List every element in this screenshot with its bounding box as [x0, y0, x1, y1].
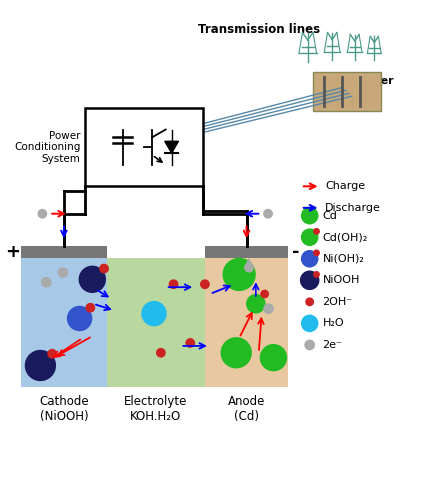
Circle shape	[263, 209, 272, 219]
Circle shape	[305, 297, 313, 306]
Text: -: -	[292, 243, 299, 261]
Bar	[312, 72, 380, 111]
Circle shape	[67, 306, 92, 331]
Text: Cd(OH)₂: Cd(OH)₂	[322, 232, 367, 242]
Circle shape	[243, 263, 253, 272]
Text: Electrolyte
KOH.H₂O: Electrolyte KOH.H₂O	[124, 395, 187, 423]
Circle shape	[57, 267, 68, 278]
Text: Transmission lines: Transmission lines	[197, 23, 319, 36]
Text: Anode
(Cd): Anode (Cd)	[227, 395, 265, 423]
Circle shape	[312, 228, 319, 235]
Circle shape	[99, 264, 108, 273]
Text: Power
Conditioning
System: Power Conditioning System	[14, 131, 80, 164]
Text: NiOOH: NiOOH	[322, 275, 359, 285]
Circle shape	[79, 266, 106, 293]
Text: +: +	[6, 243, 20, 261]
Text: Discharge: Discharge	[325, 203, 380, 213]
Text: Charge: Charge	[325, 181, 365, 191]
Circle shape	[300, 250, 318, 268]
Circle shape	[25, 350, 56, 381]
Text: Ni(OH)₂: Ni(OH)₂	[322, 254, 363, 264]
Bar	[21, 246, 107, 258]
Circle shape	[220, 337, 251, 368]
Circle shape	[299, 270, 319, 290]
Bar	[107, 258, 204, 387]
Circle shape	[85, 303, 95, 313]
Text: 2e⁻: 2e⁻	[322, 340, 342, 350]
Circle shape	[37, 209, 47, 219]
Text: H₂O: H₂O	[322, 318, 343, 328]
Circle shape	[312, 249, 319, 256]
Bar	[204, 246, 287, 258]
Circle shape	[168, 279, 178, 289]
Polygon shape	[164, 141, 178, 153]
Bar	[204, 258, 287, 387]
Circle shape	[312, 271, 319, 278]
Circle shape	[155, 348, 165, 358]
Circle shape	[304, 340, 314, 350]
Circle shape	[260, 290, 268, 298]
Text: Cd: Cd	[322, 211, 336, 221]
Circle shape	[185, 338, 195, 348]
Text: 2OH⁻: 2OH⁻	[322, 297, 352, 307]
Circle shape	[41, 277, 52, 288]
Circle shape	[263, 303, 273, 314]
Circle shape	[300, 228, 318, 246]
Circle shape	[47, 349, 57, 359]
Text: Cathode
(NiOOH): Cathode (NiOOH)	[39, 395, 89, 423]
Circle shape	[300, 207, 318, 225]
Text: Transformer: Transformer	[318, 76, 394, 86]
Circle shape	[300, 314, 318, 332]
Circle shape	[259, 344, 286, 371]
Circle shape	[200, 279, 209, 289]
Bar	[21, 258, 107, 387]
Bar	[85, 108, 203, 186]
Circle shape	[141, 301, 166, 326]
Circle shape	[246, 294, 265, 314]
Circle shape	[222, 258, 255, 291]
